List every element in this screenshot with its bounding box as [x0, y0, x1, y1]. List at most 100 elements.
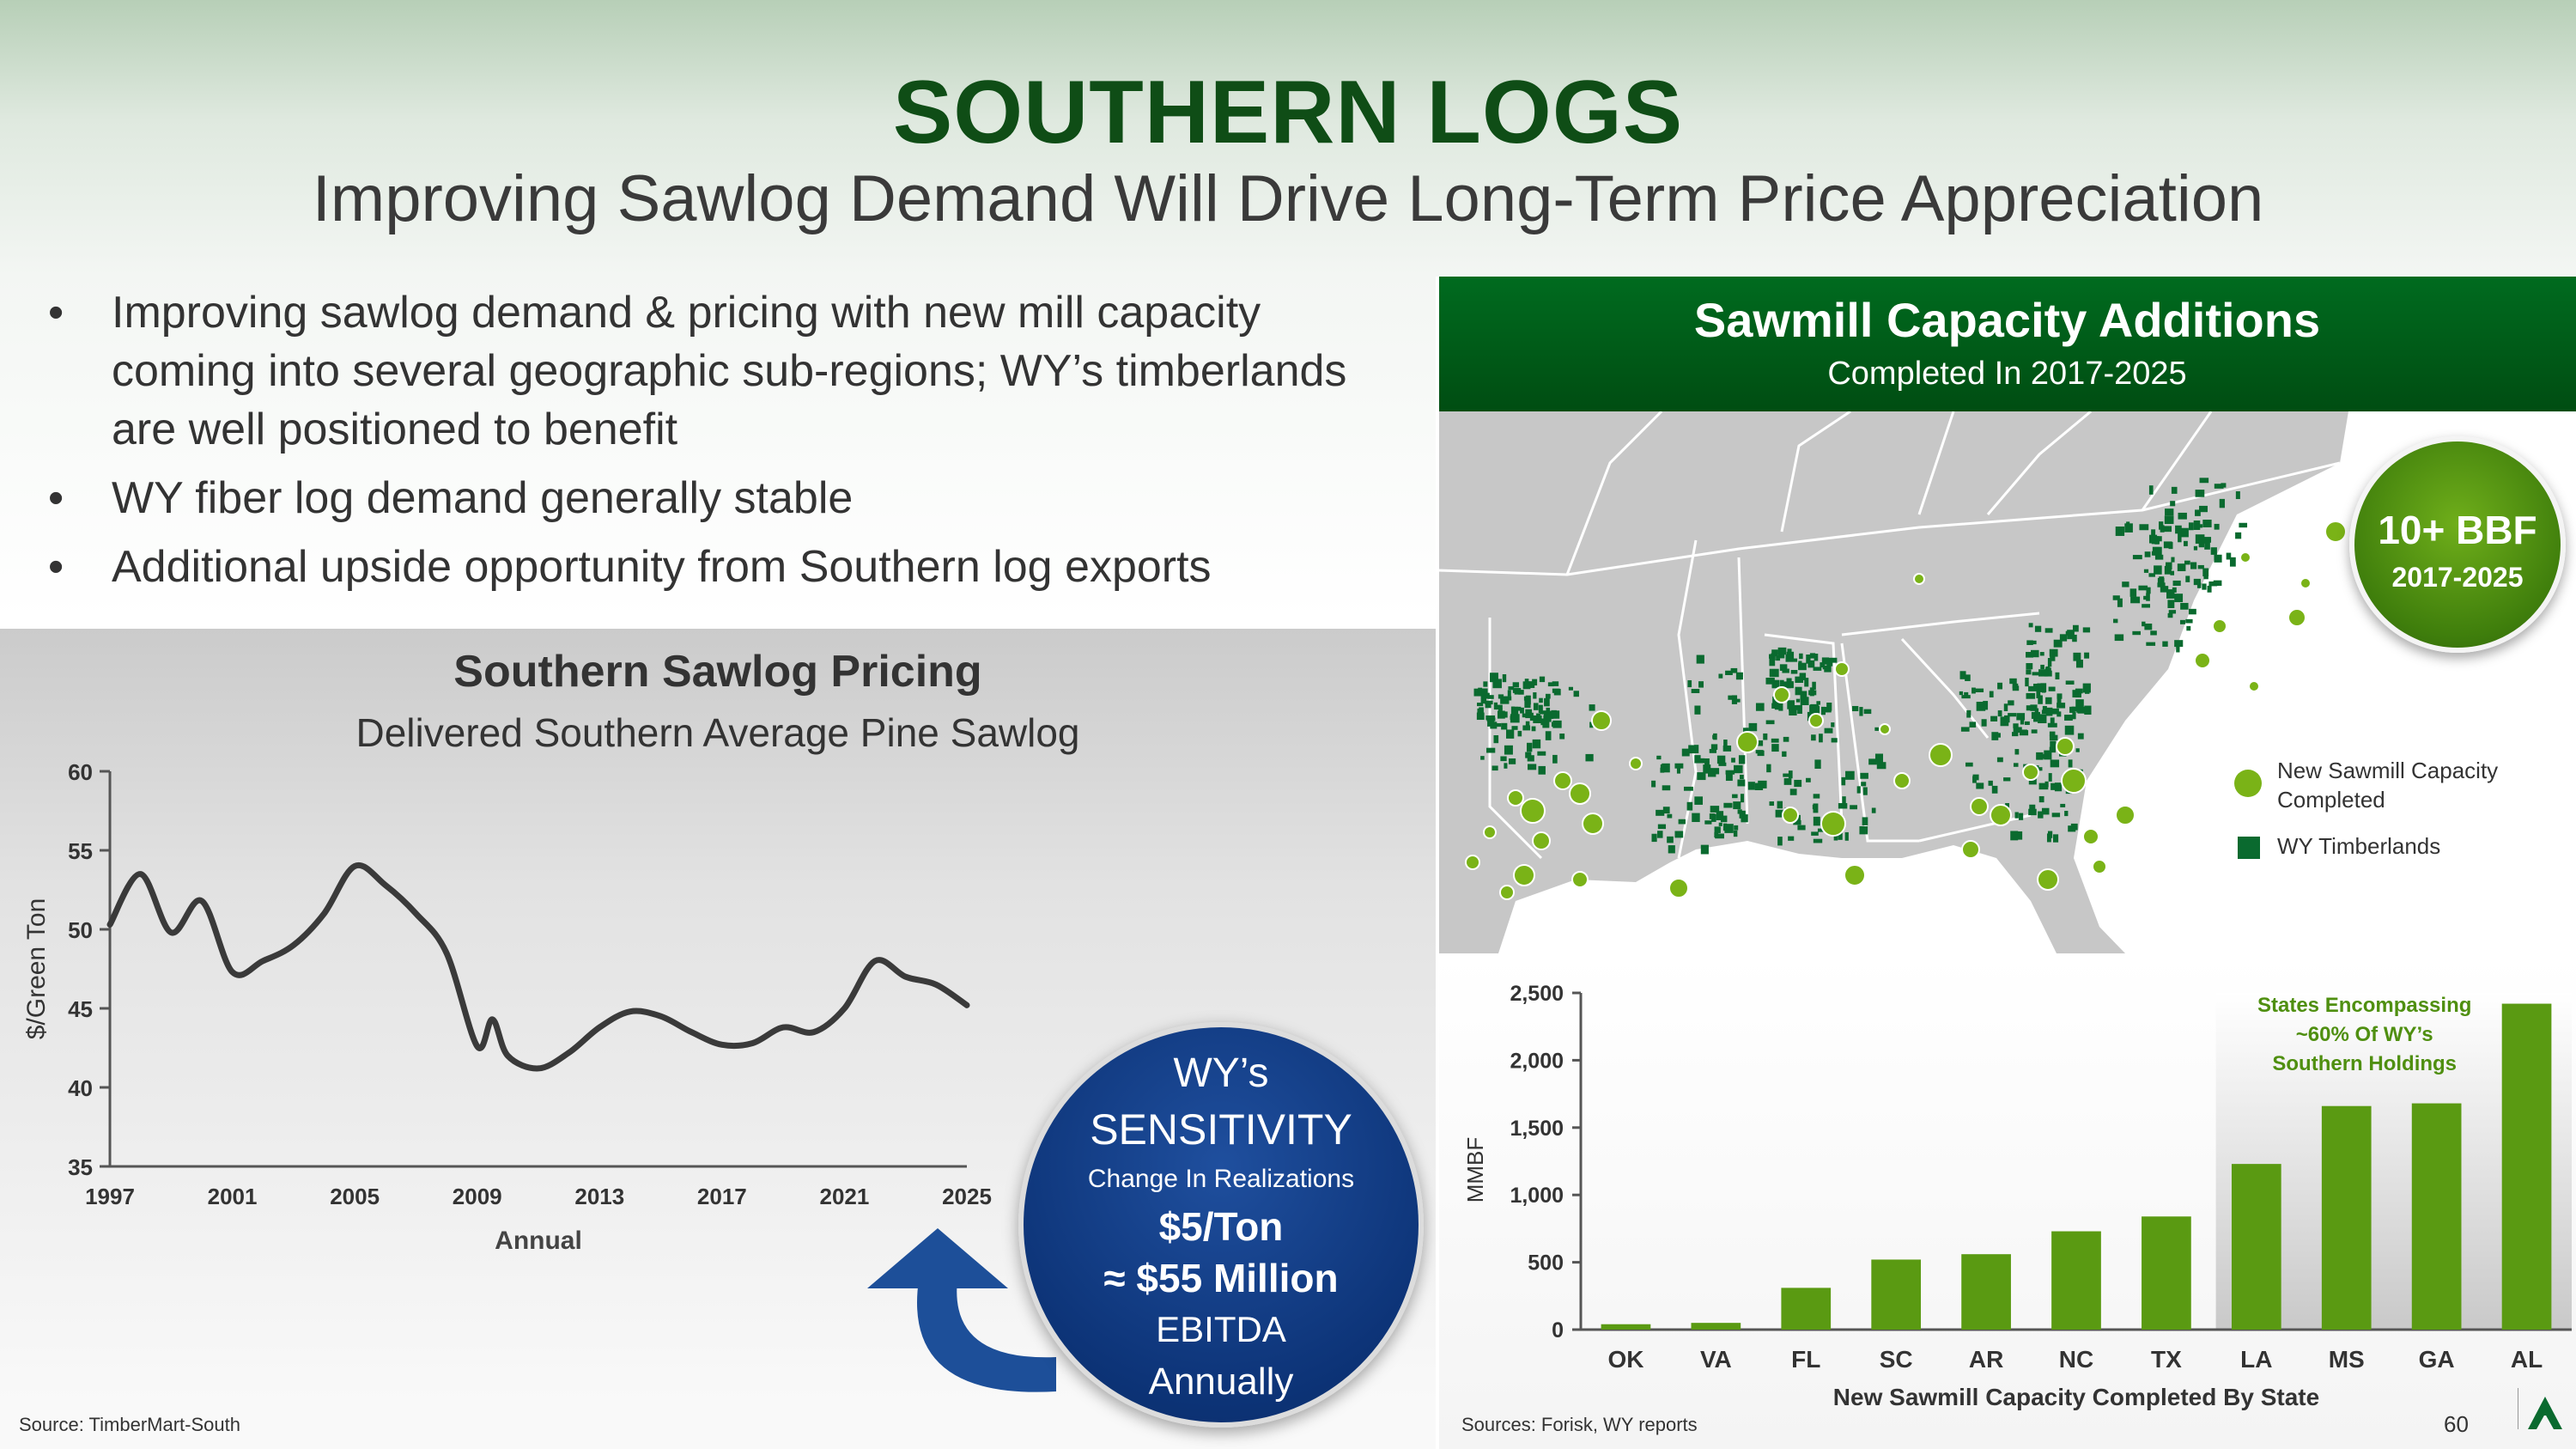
timberland-patch	[1481, 688, 1488, 696]
y-tick-label: 0	[1552, 1318, 1564, 1342]
timberland-patch	[1850, 805, 1858, 810]
timberland-patch	[1845, 770, 1855, 780]
sawmill-marker	[2115, 805, 2136, 825]
timberland-patch	[1806, 777, 1811, 782]
timberland-patch	[2113, 618, 2118, 624]
sawmill-marker	[1629, 757, 1643, 770]
timberland-patch	[1667, 836, 1674, 843]
pine-sawlog-price-line	[106, 861, 970, 1072]
sensitivity-line-5: ≈ $55 Million	[1103, 1256, 1339, 1300]
timberland-patch	[2013, 831, 2023, 840]
timberland-patch	[1512, 682, 1520, 688]
timberland-patch	[1860, 772, 1868, 779]
timberland-patch	[2003, 777, 2011, 782]
timberland-patch	[1771, 653, 1776, 661]
sawmill-marker	[1808, 713, 1824, 728]
timberland-patch	[1686, 801, 1693, 811]
timberland-patch	[2036, 689, 2041, 698]
timberland-patch	[1794, 779, 1802, 788]
timberland-patch	[2050, 654, 2056, 661]
x-tick-label: NC	[2059, 1346, 2093, 1373]
timberland-patch	[1795, 676, 1804, 683]
timberland-patch	[2148, 485, 2154, 495]
timberland-patch	[1551, 721, 1561, 728]
timberland-patch	[2235, 532, 2242, 539]
timberland-patch	[1959, 671, 1966, 679]
timberland-patch	[1862, 787, 1868, 795]
bar-ar	[1961, 1254, 2011, 1330]
timberland-patch	[1814, 654, 1819, 661]
bar-la	[2231, 1164, 2281, 1330]
left-source-note: Source: TimberMart-South	[19, 1414, 240, 1435]
timberland-patch	[2175, 525, 2182, 534]
timberland-patch	[2048, 686, 2056, 691]
timberland-patch	[1731, 758, 1735, 763]
timberland-patch	[1766, 764, 1771, 773]
timberland-patch	[1517, 730, 1522, 737]
timberland-patch	[1715, 833, 1724, 839]
timberland-patch	[1959, 691, 1964, 696]
timberland-patch	[1710, 768, 1720, 775]
timberland-patch	[1862, 817, 1868, 825]
timberland-patch	[2165, 562, 2172, 570]
timberland-patch	[1504, 745, 1513, 755]
timberland-patch	[1486, 747, 1496, 753]
timberland-patch	[1694, 705, 1701, 715]
timberland-patch	[1816, 701, 1821, 705]
timberland-patch	[1960, 727, 1970, 732]
timberland-patch	[1754, 740, 1764, 746]
timberland-patch	[2075, 688, 2083, 694]
timberland-patch	[1997, 682, 2003, 690]
timberland-patch	[1725, 772, 1733, 782]
timberland-patch	[1811, 831, 1819, 836]
timberland-patch	[1500, 756, 1507, 762]
timberland-patch	[1740, 774, 1744, 780]
timberland-patch	[1740, 794, 1745, 803]
timberland-patch	[1663, 808, 1668, 813]
timberland-patch	[1546, 714, 1552, 722]
timberland-patch	[2154, 565, 2162, 575]
timberland-patch	[1546, 707, 1551, 713]
timberland-patch	[1743, 728, 1749, 733]
map-panel-subtitle: Completed In 2017-2025	[1827, 356, 2187, 392]
timberland-patch	[1861, 782, 1867, 787]
timberland-patch	[2064, 810, 2069, 817]
timberland-patch	[1657, 824, 1667, 830]
sawmill-marker	[1844, 864, 1866, 886]
timberland-patch	[2235, 490, 2240, 500]
timberland-patch	[2214, 484, 2224, 489]
timberland-patch	[1722, 823, 1728, 831]
highlight-annotation: States Encompassing ~60% Of WY’s Southern …	[2257, 994, 2471, 1075]
timberland-patch	[1993, 733, 2001, 738]
y-tick-label: 40	[68, 1075, 93, 1101]
y-axis-title: $/Green Ton	[22, 898, 51, 1040]
timberland-patch	[2202, 568, 2209, 577]
sawmill-marker	[1668, 878, 1689, 898]
timberland-patch	[2038, 767, 2043, 771]
y-tick-label: 50	[68, 917, 93, 943]
timberland-patch	[1813, 803, 1819, 813]
timberland-patch	[1683, 786, 1693, 791]
timberland-patch	[1568, 686, 1573, 691]
timberland-patch	[2040, 683, 2047, 692]
sawmill-marker	[2022, 764, 2039, 781]
x-tick-label: 2005	[330, 1184, 380, 1209]
timberland-patch	[1851, 705, 1859, 712]
timberland-patch	[1552, 681, 1559, 686]
timberland-patch	[1676, 765, 1680, 774]
timberland-patch	[1961, 695, 1971, 699]
timberland-patch	[2044, 670, 2052, 677]
timberland-patch	[1771, 744, 1779, 752]
timberland-patch	[2139, 524, 2149, 531]
panel-divider	[1436, 277, 1439, 1449]
timberland-patch	[2055, 672, 2060, 679]
page-number: 60	[2444, 1411, 2469, 1437]
sawmill-marker	[2061, 768, 2087, 794]
x-tick-label: 2021	[820, 1184, 870, 1209]
timberland-patch	[2077, 706, 2087, 714]
y-tick-label: 60	[68, 759, 93, 785]
timberland-patch	[2040, 664, 2044, 670]
timberland-patch	[1545, 693, 1551, 699]
timberland-patch	[1660, 767, 1665, 773]
timberland-patch	[1783, 736, 1789, 742]
